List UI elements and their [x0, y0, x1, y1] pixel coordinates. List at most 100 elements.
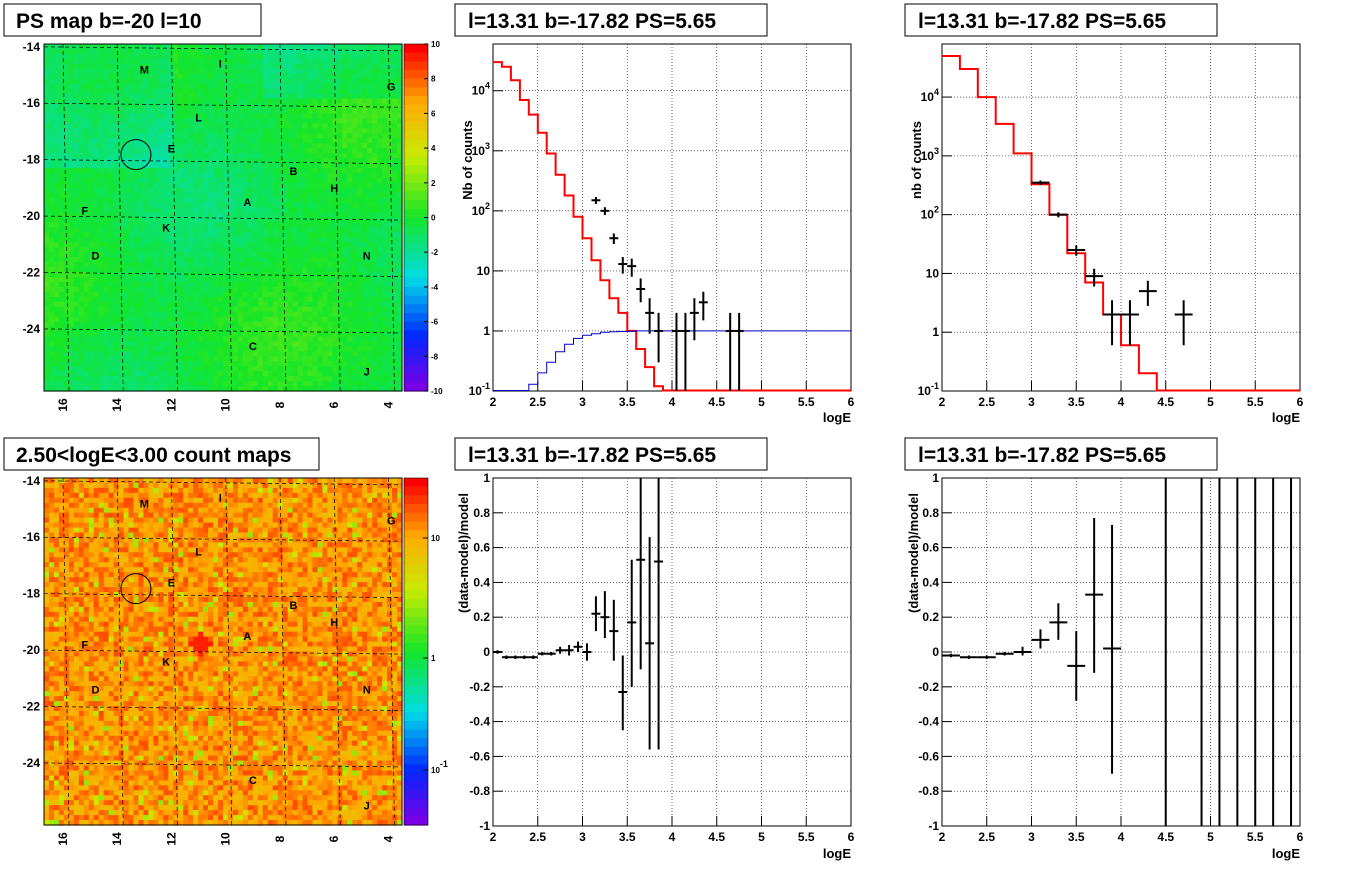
map-cell	[153, 281, 159, 288]
map-cell	[382, 272, 388, 278]
map-cell	[332, 212, 338, 219]
map-cell	[53, 187, 60, 194]
map-cell	[262, 118, 269, 124]
map-cell	[153, 138, 159, 144]
map-cell	[93, 153, 100, 159]
map-cell	[123, 361, 130, 367]
map-cell	[148, 83, 154, 90]
map-cell	[53, 167, 60, 174]
map-cell	[158, 197, 164, 204]
map-cell	[218, 381, 224, 387]
map-cell	[163, 128, 169, 134]
map-cell	[198, 291, 204, 298]
map-cell	[302, 237, 309, 243]
map-cell	[118, 257, 125, 263]
map-cell	[93, 217, 100, 224]
map-cell	[223, 148, 229, 154]
map-cell	[168, 162, 174, 169]
map-cell	[193, 103, 199, 110]
map-cell	[168, 148, 174, 154]
map-cell	[312, 44, 319, 50]
map-cell	[113, 376, 120, 382]
map-cell	[227, 212, 234, 219]
map-cell	[292, 247, 299, 253]
map-cell	[153, 113, 159, 119]
map-cell	[148, 192, 154, 199]
map-cell	[98, 237, 105, 243]
map-cell	[312, 346, 319, 352]
map-cell	[302, 158, 309, 164]
map-cell	[342, 316, 348, 323]
map-cell	[347, 247, 353, 253]
map-cell	[372, 306, 378, 313]
map-cell	[138, 381, 145, 387]
map-cell	[257, 187, 264, 194]
map-cell	[242, 108, 249, 114]
map-cell	[362, 73, 368, 80]
map-cell	[267, 63, 274, 70]
map-cell	[53, 123, 60, 129]
map-cell	[357, 262, 363, 268]
map-cell	[387, 212, 393, 219]
map-cell	[377, 286, 383, 293]
map-cell	[148, 276, 154, 283]
map-cell	[317, 63, 324, 70]
map-cell	[173, 212, 179, 219]
map-cell	[143, 301, 150, 308]
map-cell	[168, 153, 174, 159]
map-cell	[287, 212, 294, 219]
map-cell	[377, 361, 383, 367]
map-cell	[68, 346, 75, 352]
map-cell	[68, 296, 75, 303]
map-cell	[148, 262, 154, 268]
map-cell	[163, 346, 169, 352]
map-cell	[213, 227, 219, 233]
map-cell	[332, 103, 338, 110]
map-cell	[242, 44, 249, 50]
map-cell	[292, 242, 299, 248]
map-cell	[103, 281, 110, 288]
map-cell	[237, 177, 244, 184]
map-cell	[297, 286, 304, 293]
map-cell	[247, 257, 254, 263]
map-cell	[88, 123, 95, 129]
map-cell	[208, 202, 214, 209]
map-cell	[223, 306, 229, 313]
map-cell	[392, 381, 398, 387]
map-cell	[98, 242, 105, 248]
map-cell	[297, 351, 304, 357]
map-cell	[347, 98, 353, 105]
map-cell	[93, 296, 100, 303]
map-cell	[312, 242, 319, 248]
map-cell	[297, 262, 304, 268]
map-cell	[143, 281, 150, 288]
map-cell	[282, 212, 289, 219]
map-cell	[223, 232, 229, 238]
map-cell	[183, 73, 189, 80]
map-cell	[282, 321, 289, 328]
map-cell	[133, 336, 140, 343]
map-cell	[163, 227, 169, 233]
map-cell	[78, 68, 85, 75]
map-cell	[53, 133, 60, 139]
map-cell	[277, 133, 284, 139]
map-cell	[372, 296, 378, 303]
map-cell	[83, 286, 90, 293]
map-cell	[337, 252, 343, 258]
map-cell	[143, 138, 150, 144]
map-cell	[397, 366, 403, 372]
map-cell	[357, 128, 363, 134]
map-cell	[58, 376, 65, 382]
map-cell	[63, 376, 70, 382]
map-cell	[78, 48, 85, 55]
map-cell	[203, 192, 209, 199]
map-cell	[93, 197, 100, 204]
map-cell	[158, 247, 164, 253]
map-cell	[188, 366, 194, 372]
map-cell	[83, 162, 90, 169]
map-cell	[262, 182, 269, 189]
map-cell	[93, 242, 100, 248]
map-cell	[223, 187, 229, 194]
map-cell	[232, 237, 239, 243]
map-cell	[317, 207, 324, 214]
